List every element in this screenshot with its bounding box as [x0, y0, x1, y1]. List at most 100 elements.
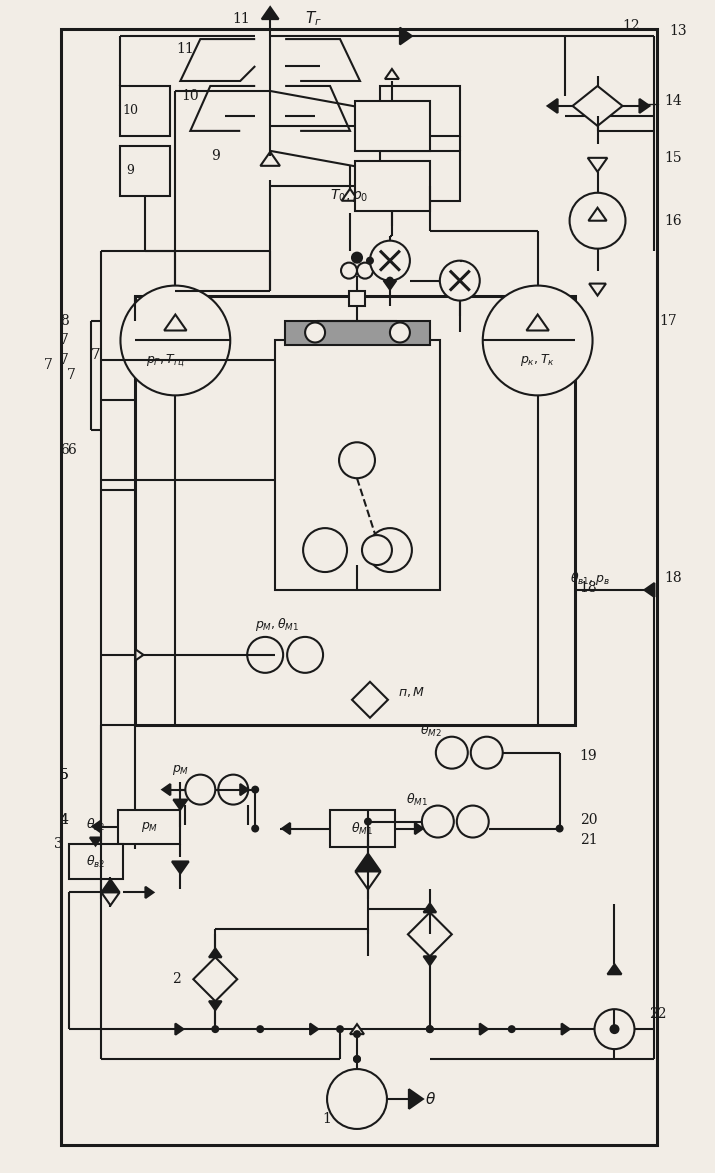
Text: 14: 14	[664, 94, 682, 108]
Text: 11: 11	[177, 42, 194, 56]
Circle shape	[120, 285, 230, 395]
Text: $р_к, T_к$: $р_к, T_к$	[521, 352, 555, 368]
Circle shape	[362, 535, 392, 565]
Circle shape	[570, 192, 626, 249]
Circle shape	[386, 277, 394, 285]
Circle shape	[251, 825, 260, 833]
Circle shape	[422, 806, 454, 838]
Polygon shape	[548, 99, 558, 113]
Polygon shape	[639, 99, 649, 113]
Text: 18: 18	[664, 571, 682, 585]
Text: 9: 9	[127, 164, 134, 177]
Polygon shape	[644, 583, 654, 597]
Circle shape	[212, 1025, 220, 1033]
Text: 15: 15	[664, 151, 682, 165]
Polygon shape	[355, 854, 380, 872]
Text: 4: 4	[59, 813, 69, 827]
Circle shape	[336, 1025, 344, 1033]
Polygon shape	[385, 69, 399, 79]
Polygon shape	[352, 682, 388, 718]
Bar	[355, 161, 430, 211]
Polygon shape	[175, 1024, 183, 1035]
Text: 13: 13	[669, 25, 687, 38]
Circle shape	[440, 260, 480, 300]
Polygon shape	[92, 821, 101, 832]
Polygon shape	[589, 284, 606, 296]
Circle shape	[185, 774, 215, 805]
Circle shape	[426, 1025, 434, 1033]
Polygon shape	[415, 823, 423, 834]
Polygon shape	[342, 189, 358, 201]
Polygon shape	[573, 86, 623, 126]
Text: $T_0, р_0$: $T_0, р_0$	[330, 188, 368, 204]
Bar	[69, 845, 124, 880]
Circle shape	[436, 737, 468, 768]
Text: 19: 19	[580, 748, 597, 762]
Polygon shape	[90, 838, 101, 846]
Bar	[380, 86, 460, 136]
Circle shape	[470, 737, 503, 768]
Polygon shape	[608, 964, 621, 975]
Text: $θ_{в2}$: $θ_{в2}$	[86, 816, 105, 833]
Polygon shape	[260, 151, 280, 165]
Text: 11: 11	[232, 12, 250, 26]
Polygon shape	[408, 913, 452, 956]
Polygon shape	[588, 208, 606, 221]
Text: $р_М$: $р_М$	[172, 762, 189, 777]
Circle shape	[366, 257, 374, 265]
Circle shape	[256, 1025, 264, 1033]
Text: 17: 17	[659, 313, 677, 327]
Text: $θ_{М1}$: $θ_{М1}$	[406, 792, 428, 808]
Polygon shape	[526, 314, 549, 331]
Text: $θ_{М1}$: $θ_{М1}$	[351, 820, 373, 836]
Text: $T_г$: $T_г$	[305, 9, 322, 28]
Polygon shape	[355, 872, 380, 889]
Text: 10: 10	[122, 104, 139, 117]
Circle shape	[426, 1025, 434, 1033]
Bar	[380, 151, 460, 201]
Text: 18: 18	[580, 581, 597, 595]
Text: $θ$: $θ$	[425, 1091, 436, 1107]
Circle shape	[483, 285, 593, 395]
Text: 7: 7	[44, 359, 53, 373]
Text: 10: 10	[182, 89, 199, 103]
Text: $п, М$: $п, М$	[398, 685, 425, 699]
Circle shape	[327, 1069, 387, 1128]
Bar	[349, 291, 365, 305]
Circle shape	[303, 528, 347, 572]
Circle shape	[352, 252, 362, 263]
Bar	[61, 29, 657, 1145]
Polygon shape	[164, 314, 187, 331]
Polygon shape	[193, 957, 237, 1002]
Polygon shape	[400, 28, 412, 45]
Circle shape	[305, 323, 325, 343]
Text: 5: 5	[60, 767, 69, 781]
Polygon shape	[423, 956, 436, 965]
Text: 21: 21	[580, 833, 597, 847]
Text: 6: 6	[60, 443, 69, 457]
Polygon shape	[384, 280, 396, 290]
Polygon shape	[240, 784, 248, 795]
Bar	[355, 101, 430, 151]
Polygon shape	[209, 1002, 222, 1010]
Text: 4: 4	[59, 813, 69, 827]
Polygon shape	[480, 1024, 488, 1035]
Polygon shape	[350, 1024, 364, 1035]
Polygon shape	[588, 158, 607, 171]
Circle shape	[218, 774, 248, 805]
Bar	[285, 320, 430, 346]
Polygon shape	[173, 800, 187, 809]
Circle shape	[370, 240, 410, 280]
Circle shape	[287, 637, 323, 673]
Text: 22: 22	[649, 1008, 667, 1022]
Polygon shape	[423, 903, 436, 913]
Text: 7: 7	[66, 368, 76, 382]
Polygon shape	[102, 880, 119, 893]
Text: 6: 6	[66, 443, 76, 457]
Circle shape	[251, 786, 260, 794]
Circle shape	[508, 1025, 516, 1033]
Text: 7: 7	[59, 353, 69, 367]
Text: 2: 2	[172, 972, 180, 986]
Circle shape	[390, 323, 410, 343]
Circle shape	[247, 637, 283, 673]
